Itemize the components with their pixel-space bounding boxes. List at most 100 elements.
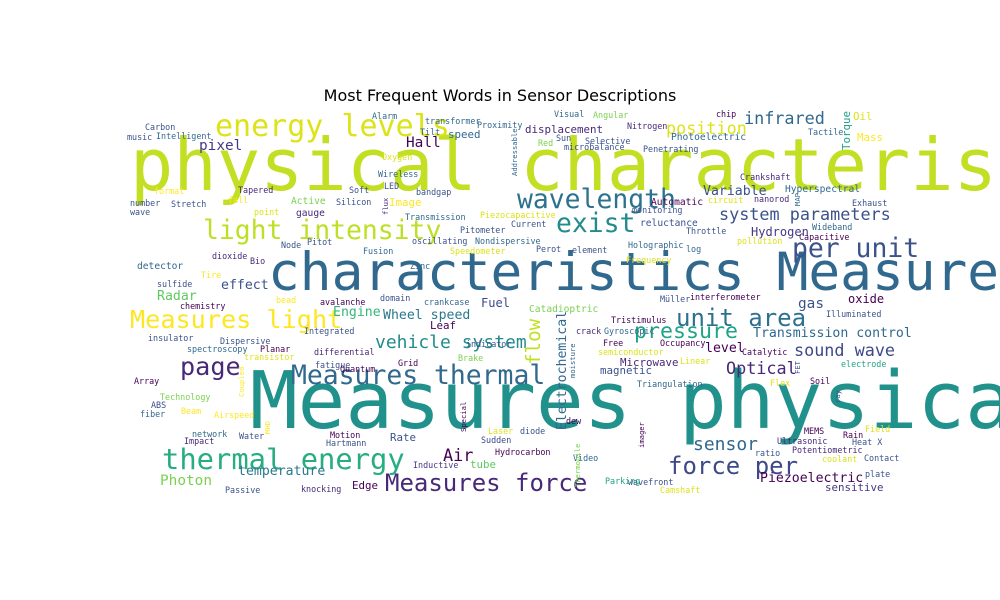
word-infrared: infrared bbox=[744, 108, 825, 128]
word-array: Array bbox=[134, 376, 159, 386]
word-pixel: pixel bbox=[199, 138, 242, 154]
word-piezoelectric: Piezoelectric bbox=[760, 471, 863, 486]
word-water: Water bbox=[239, 431, 264, 441]
word-visual: Visual bbox=[554, 109, 584, 119]
word-wavelength: wavelength bbox=[517, 184, 676, 215]
word-microbalance: microbalance bbox=[564, 142, 625, 152]
word-circuit: circuit bbox=[708, 195, 743, 205]
word-force-per: force per bbox=[668, 452, 798, 480]
word-photon: Photon bbox=[160, 473, 212, 489]
word-hall: Hall bbox=[406, 135, 441, 151]
word-fiber: fiber bbox=[140, 409, 165, 419]
word-penetrating: Penetrating bbox=[643, 144, 698, 154]
word-image: Image bbox=[389, 196, 422, 209]
word-camshaft: Camshaft bbox=[660, 485, 700, 495]
word-wheel-speed: Wheel speed bbox=[383, 308, 470, 323]
word-displacement: displacement bbox=[525, 123, 603, 136]
word-intelligent: Intelligent bbox=[156, 131, 211, 141]
word-fall: fall bbox=[228, 195, 248, 205]
word-map: MAP bbox=[793, 193, 802, 206]
word-carbon: Carbon bbox=[145, 122, 175, 132]
word-tire: Tire bbox=[201, 270, 221, 280]
word-integrated: Integrated bbox=[304, 326, 354, 336]
word-dioxide: dioxide bbox=[212, 251, 247, 261]
word-transformer: transformer bbox=[425, 116, 480, 126]
word-crankcase: crankcase bbox=[424, 297, 469, 307]
word-free: Free bbox=[603, 338, 623, 348]
word-potentiometric: Potentiometric bbox=[792, 445, 863, 455]
word-hyperspectral: Hyperspectral bbox=[785, 184, 860, 195]
word-pitot: Pitot bbox=[307, 237, 332, 247]
word-differential: differential bbox=[314, 347, 375, 357]
word-photoelectric: Photoelectric bbox=[671, 132, 746, 143]
word-pitometer: Pitometer bbox=[460, 225, 505, 235]
word-ratio: ratio bbox=[755, 448, 780, 458]
word-tapered: Tapered bbox=[238, 185, 273, 195]
word-stretch: Stretch bbox=[171, 199, 206, 209]
word-sensitive: sensitive bbox=[825, 481, 884, 494]
word-interferometer: interferometer bbox=[690, 292, 761, 302]
word-oscillating: oscillating bbox=[412, 236, 467, 246]
word-speedometer: Speedometer bbox=[450, 246, 505, 256]
word-element: element bbox=[572, 245, 607, 255]
word-radar: Radar bbox=[157, 289, 197, 304]
word-gas: gas bbox=[798, 296, 824, 312]
word-wideband: Wideband bbox=[812, 222, 852, 232]
word-magnetic: magnetic bbox=[600, 364, 652, 377]
word-coolant: coolant bbox=[822, 454, 857, 464]
word-speed: speed bbox=[448, 128, 481, 141]
word-chip: chip bbox=[716, 109, 736, 119]
word-frequency: Frequency bbox=[626, 255, 671, 265]
word-bio: Bio bbox=[250, 256, 265, 266]
word-moisture: moisture bbox=[568, 343, 577, 378]
word-unit-area: unit area bbox=[676, 304, 806, 332]
word-throttle: Throttle bbox=[686, 226, 726, 236]
word-measures-physical: Measures physical bbox=[250, 354, 1000, 447]
word-pollution: pollution bbox=[737, 236, 782, 246]
word-flex: Flex bbox=[770, 378, 790, 388]
word-perot: Perot bbox=[536, 244, 561, 254]
word-fatigue: fatigue bbox=[315, 360, 350, 370]
word-airspeed: Airspeed bbox=[214, 410, 254, 420]
word-number: number bbox=[130, 198, 160, 208]
word-occupancy: Occupancy bbox=[660, 338, 705, 348]
word-network: network bbox=[192, 429, 227, 439]
word-brake: Brake bbox=[458, 353, 483, 363]
word-tube: tube bbox=[470, 458, 496, 471]
word-catalytic: Catalytic bbox=[742, 347, 787, 357]
word-wireless: Wireless bbox=[378, 169, 418, 179]
word-piezocapacitive: Piezocapacitive bbox=[480, 210, 556, 220]
word-imager: imager bbox=[637, 421, 646, 448]
word-detector: detector bbox=[137, 261, 183, 272]
word-impact: Impact bbox=[184, 436, 214, 446]
word-measures-light: Measures light bbox=[130, 305, 342, 334]
word-sun: Sun bbox=[556, 133, 571, 143]
word-spectroscopy: spectroscopy bbox=[187, 344, 248, 354]
word-bead: bead bbox=[276, 295, 296, 305]
word-led: LED bbox=[384, 181, 399, 191]
word-level: level bbox=[705, 341, 745, 356]
word-laser: Laser bbox=[488, 426, 513, 436]
word-log: log bbox=[686, 244, 701, 254]
word-hydrogen: Hydrogen bbox=[751, 225, 809, 239]
word-linear: Linear bbox=[680, 356, 710, 366]
word-tilt: Tilt bbox=[420, 127, 440, 137]
word-energy-levels: energy levels bbox=[215, 109, 450, 144]
word-domain: domain bbox=[380, 293, 410, 303]
word-microwave: Microwave bbox=[620, 356, 679, 369]
word-ray: ray bbox=[833, 389, 842, 403]
word-addressable: Addressable bbox=[510, 128, 519, 176]
word-nondispersive: Nondispersive bbox=[475, 236, 541, 246]
word-fuel: Fuel bbox=[481, 296, 510, 310]
word-proximity: Proximity bbox=[477, 120, 522, 130]
word-exist: exist bbox=[556, 208, 635, 239]
word-motion: Motion bbox=[330, 430, 360, 440]
word-selective: Selective bbox=[585, 136, 630, 146]
word-point: point bbox=[254, 207, 279, 217]
word-node: Node bbox=[281, 240, 301, 250]
word-light-intensity: light intensity bbox=[203, 215, 441, 246]
word-silicon: Silicon bbox=[336, 197, 371, 207]
word-characteristics-measures: characteristics Measures bbox=[268, 242, 1000, 303]
word-rain: Rain bbox=[843, 430, 863, 440]
